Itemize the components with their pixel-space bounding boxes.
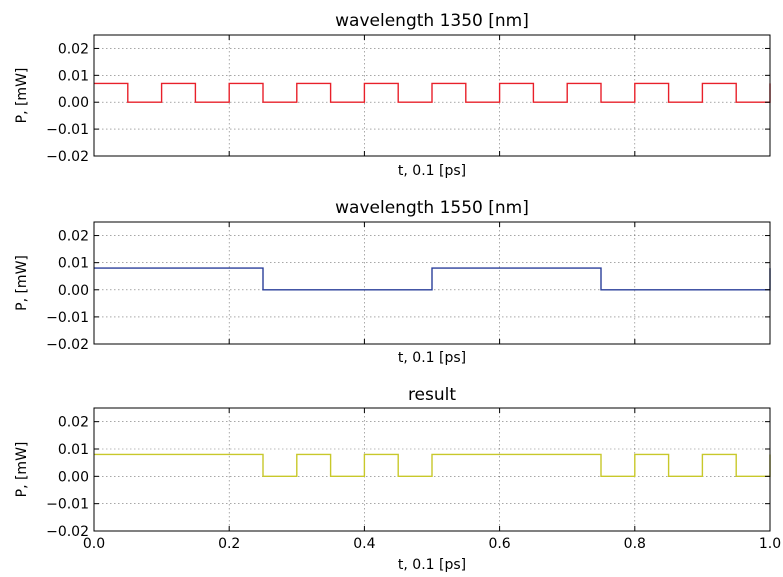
x-axis-label: t, 0.1 [ps] <box>398 557 466 573</box>
series-line <box>94 267 771 291</box>
x-tick-label: 0.8 <box>624 536 646 552</box>
x-tick-label: 0.4 <box>353 536 375 552</box>
x-tick-label: 0.2 <box>218 536 240 552</box>
y-tick-label: 0.02 <box>58 41 89 57</box>
y-tick-label: 0.01 <box>58 68 89 84</box>
y-tick-label: −0.01 <box>46 310 89 326</box>
plot-frame <box>93 221 771 345</box>
x-axis-label: t, 0.1 [ps] <box>398 163 466 179</box>
x-tick-label: 1.0 <box>759 536 781 552</box>
y-tick-label: −0.02 <box>46 149 89 165</box>
plot-frame <box>93 34 771 157</box>
chart-title: result <box>408 385 456 405</box>
chart-panel-1: 0.02 0.01 0.00 −0.01 −0.02 wavelength 1350 [n… <box>14 11 771 179</box>
y-tick-label: −0.01 <box>46 122 89 138</box>
x-tick-label: 0.6 <box>488 536 510 552</box>
y-axis-label: P, [mW] <box>14 255 30 311</box>
y-tick-label: 0.01 <box>58 442 89 458</box>
series-line <box>94 82 771 103</box>
y-tick-label: 0.02 <box>58 229 89 245</box>
y-axis-label: P, [mW] <box>14 68 30 124</box>
y-axis-label: P, [mW] <box>14 442 30 498</box>
y-tick-label: −0.02 <box>46 524 89 540</box>
y-tick-label: 0.01 <box>58 256 89 272</box>
chart-panel-3: 0.02 0.01 0.00 −0.01 −0.020.0 0.2 0.4 0.6 0.8 1.0… <box>14 385 781 573</box>
chart-title: wavelength 1350 [nm] <box>335 11 529 31</box>
y-tick-label: −0.02 <box>46 337 89 353</box>
y-tick-label: 0.00 <box>58 95 89 111</box>
y-tick-label: 0.02 <box>58 415 89 431</box>
chart-panel-2: 0.02 0.01 0.00 −0.01 −0.02 wavelength 1550 [n… <box>14 198 771 366</box>
chart-title: wavelength 1550 [nm] <box>335 198 529 218</box>
series-line <box>94 453 771 478</box>
x-axis-label: t, 0.1 [ps] <box>398 350 466 366</box>
y-tick-label: 0.00 <box>58 283 89 299</box>
plot-frame <box>93 407 771 532</box>
y-tick-label: 0.00 <box>58 469 89 485</box>
y-tick-label: −0.01 <box>46 497 89 513</box>
x-tick-label: 0.0 <box>83 536 105 552</box>
